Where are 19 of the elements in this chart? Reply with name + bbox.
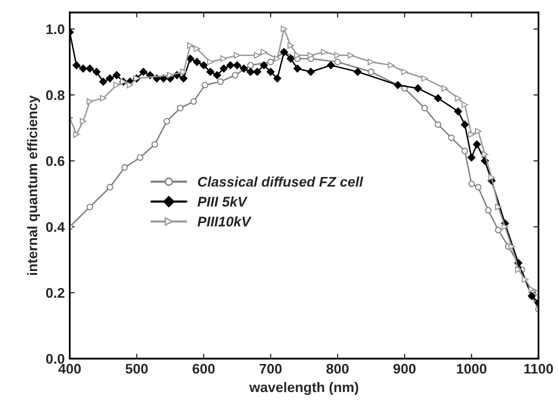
legend-label: Classical diffused FZ cell bbox=[198, 176, 364, 187]
x-tick-label: 900 bbox=[393, 364, 416, 374]
x-tick-label: 1000 bbox=[456, 364, 486, 374]
legend-label: PIII 5kV bbox=[198, 196, 248, 207]
x-tick-label: 600 bbox=[192, 364, 215, 374]
x-tick-label: 1100 bbox=[524, 364, 553, 374]
y-axis-title: internal quantum efficiency bbox=[27, 95, 40, 275]
y-tick-label: 0.6 bbox=[46, 156, 64, 166]
y-tick-label: 0.0 bbox=[46, 354, 64, 364]
legend-label: PIII10kV bbox=[198, 216, 252, 226]
y-tick-label: 0.4 bbox=[46, 222, 65, 232]
x-axis-title: wavelength (nm) bbox=[249, 382, 358, 395]
x-tick-label: 800 bbox=[326, 364, 349, 374]
x-tick-label: 700 bbox=[260, 364, 282, 374]
y-tick-label: 1.0 bbox=[46, 24, 64, 34]
y-tick-label: 0.2 bbox=[46, 288, 64, 298]
x-tick-label: 500 bbox=[126, 364, 148, 374]
x-tick-label: 400 bbox=[58, 364, 81, 374]
y-tick-label: 0.8 bbox=[46, 90, 64, 100]
